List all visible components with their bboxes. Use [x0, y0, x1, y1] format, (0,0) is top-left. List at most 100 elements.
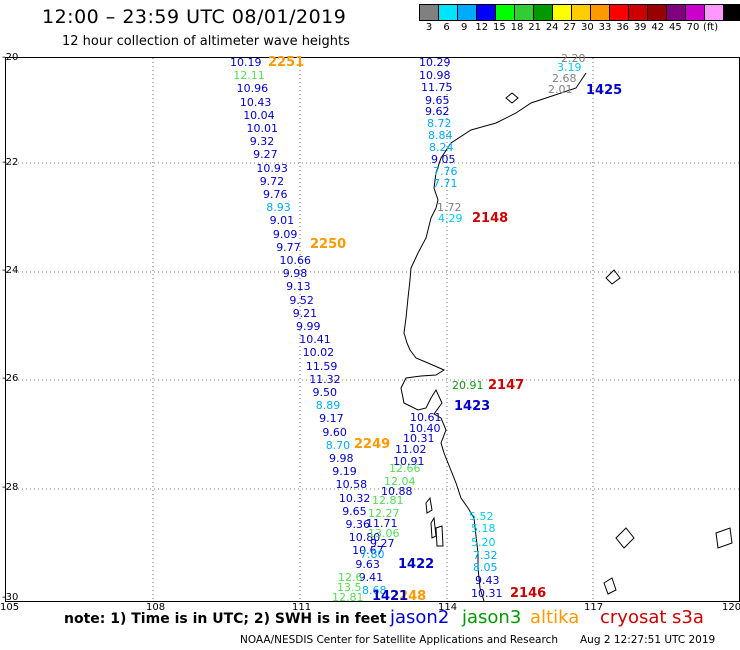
swh-label-track3: 13.5 — [337, 581, 362, 594]
lat-label: -28 — [2, 482, 19, 493]
swh-label-track1: 9.21 — [292, 306, 318, 320]
time-label: 1425 — [586, 83, 623, 98]
scale-label: 33 — [598, 22, 612, 33]
swh-label-track2: 9.62 — [425, 105, 450, 118]
swh-label-track5: 2.68 — [552, 72, 577, 85]
swh-label-track5: 2.01 — [548, 83, 573, 96]
lon-label: 111 — [292, 602, 312, 613]
scale-swatch — [723, 4, 740, 21]
lat-label: -24 — [2, 265, 19, 276]
scale-swatch — [609, 4, 629, 21]
swh-label-track1: 9.98 — [282, 267, 308, 281]
lon-label: 117 — [584, 602, 604, 613]
swh-label-track3: 9.27 — [370, 537, 395, 550]
swh-label-track1: 10.43 — [239, 95, 272, 109]
swh-label-track1: 10.80 — [348, 531, 381, 545]
swh-label-track1: 9.36 — [345, 518, 371, 531]
swh-label-track4: 8.05 — [473, 561, 498, 574]
island-6 — [615, 527, 635, 549]
swh-label-track2: 7.71 — [433, 177, 458, 190]
scale-label: 15 — [493, 22, 506, 33]
swh-label-track1: 9.01 — [269, 214, 295, 228]
swh-label-track4: 5.20 — [471, 536, 496, 549]
scale-swatch — [438, 4, 458, 21]
swh-label-track1: 9.63 — [355, 557, 380, 571]
swh-label-track1: 10.67 — [352, 544, 384, 558]
scale-label: 70 — [686, 22, 700, 33]
island-3 — [425, 496, 433, 514]
swh-label-track3: 10.40 — [409, 422, 441, 435]
swh-label-track3: 12.6 — [338, 571, 363, 584]
scale-label: (ft) — [703, 22, 719, 33]
swh-label-track1: 9.50 — [312, 386, 338, 399]
swh-label-track1: 9.99 — [296, 320, 321, 333]
scale-label: 6 — [443, 22, 450, 33]
legend-altika: altika — [530, 607, 580, 628]
time-label: 2249 — [354, 437, 391, 452]
swh-label-track2: 10.98 — [419, 69, 451, 82]
scale-label: 9 — [461, 22, 468, 33]
swh-label-track2: 1.72 — [437, 201, 462, 214]
swh-label-track2: 8.72 — [427, 117, 452, 130]
swh-label-track4: 5.52 — [469, 510, 494, 523]
swh-label-track1: 8.70 — [325, 438, 351, 452]
swh-label-track3: 10.61 — [410, 411, 442, 424]
swh-label-track4: 10.31 — [471, 587, 503, 600]
scale-label: 30 — [581, 22, 594, 33]
time-label: 1423 — [454, 399, 491, 414]
lon-label: 114 — [438, 602, 458, 613]
swh-label-track3: 11.02 — [395, 443, 427, 456]
swh-label-track1: 9.41 — [358, 570, 384, 584]
swh-label-track1: 9.09 — [272, 227, 298, 241]
swh-label-track2: 8.84 — [428, 129, 453, 142]
time-label: 2251 — [268, 55, 305, 70]
scale-swatch — [590, 4, 610, 21]
color-scale — [419, 4, 740, 21]
swh-label-track1: 10.04 — [243, 108, 275, 122]
swh-label-track1: 11.59 — [305, 359, 338, 373]
swh-label-track3: 10.31 — [403, 432, 435, 445]
swh-label-track1: 10.58 — [335, 478, 368, 492]
note-text: note: 1) Time is in UTC; 2) SWH is in fe… — [64, 611, 387, 627]
time-label: 1421 — [372, 589, 409, 604]
swh-label-track5: 2.20 — [561, 52, 586, 65]
scale-swatch — [571, 4, 591, 21]
legend-jason3: jason3 — [462, 607, 522, 628]
swh-label-track1: 9.76 — [263, 188, 288, 201]
scale-swatch — [647, 4, 667, 21]
map-canvas — [6, 58, 739, 602]
swh-label-track3: 12.81 — [372, 494, 404, 507]
color-scale-labels: 3 6 9 12 15 18 21 24 27 30 33 36 39 42 45 70 (ft) — [420, 22, 740, 34]
lon-label: 108 — [146, 602, 166, 613]
swh-label-track5: 3.19 — [557, 61, 582, 74]
swh-label-track1: 9.65 — [342, 504, 367, 518]
island-1 — [505, 92, 519, 104]
scale-label: 12 — [475, 22, 489, 33]
island-5 — [435, 525, 444, 547]
swh-label-track2: 8.24 — [429, 141, 454, 154]
swh-label-track1: 9.27 — [253, 148, 278, 162]
scale-label: 42 — [651, 22, 665, 33]
lon-label: 120 — [722, 602, 740, 613]
swh-label-track1: 9.17 — [319, 412, 344, 426]
swh-label-track1: 12.11 — [233, 69, 265, 83]
scale-swatch — [514, 4, 534, 21]
scale-label: 24 — [545, 22, 559, 33]
time-label: 2146 — [510, 586, 547, 601]
scale-swatch — [685, 4, 705, 21]
swh-label-track1: 9.52 — [289, 293, 314, 307]
swh-label-track1: 8.68 — [362, 584, 387, 597]
map-subtitle: 12 hour collection of altimeter wave hei… — [62, 34, 350, 49]
time-label: 2248 — [390, 589, 427, 604]
swh-label-track3: 20.91 — [452, 379, 484, 392]
scale-swatch — [476, 4, 496, 21]
scale-label: 21 — [528, 22, 541, 33]
scale-swatch — [533, 4, 553, 21]
swh-label-track1: 9.60 — [322, 425, 347, 439]
island-2 — [605, 269, 621, 285]
scale-swatch — [552, 4, 572, 21]
map-title: 12:00 – 23:59 UTC 08/01/2019 — [42, 6, 347, 28]
swh-label-track3: 12.27 — [368, 507, 400, 520]
swh-label-track1: 10.66 — [279, 254, 312, 267]
island-4 — [430, 516, 437, 539]
